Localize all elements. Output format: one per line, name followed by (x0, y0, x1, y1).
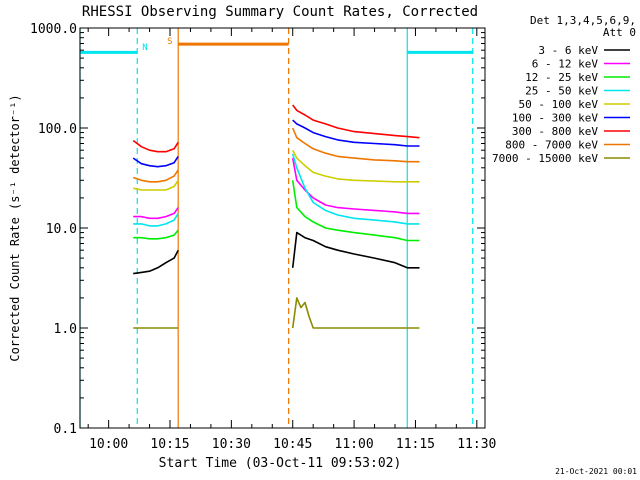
series-line-8-segment-1 (291, 297, 420, 329)
legend-label-4: 50 - 100 keV (519, 98, 599, 111)
legend-label-2: 12 - 25 keV (525, 71, 598, 84)
series-line-4-segment-1 (291, 149, 420, 183)
legend-label-0: 3 - 6 keV (538, 44, 598, 57)
series-line-3-segment-1 (291, 153, 420, 225)
x-tick-label-4: 11:00 (335, 437, 374, 452)
x-tick-label-3: 10:45 (273, 437, 312, 452)
y-tick-label-0: 0.1 (54, 422, 77, 437)
legend-label-1: 6 - 12 keV (532, 58, 599, 71)
series-line-3-segment-0 (133, 212, 179, 227)
series-line-4-segment-0 (133, 179, 179, 191)
legend-header-line-1: Att 0 (603, 26, 636, 39)
legend-header-line-0: Det 1,3,4,5,6,9, (530, 14, 636, 27)
legend-label-8: 7000 - 15000 keV (492, 152, 598, 165)
y-axis-label: Corrected Count Rate (s⁻¹ detector⁻¹) (8, 94, 22, 361)
data-series (132, 104, 420, 329)
night-marker-label: N (142, 43, 147, 53)
series-line-5-segment-1 (292, 119, 420, 147)
series-line-5-segment-0 (132, 155, 179, 168)
y-tick-label-1: 1.0 (54, 322, 77, 337)
series-line-0-segment-0 (133, 249, 179, 275)
axes: 0.1 1.0 10.0 100.0 1000.0 10:00 10:15 10:30 10:4… (30, 22, 496, 452)
legend-label-3: 25 - 50 keV (525, 85, 598, 98)
chart-title: RHESSI Observing Summary Count Rates, Co… (82, 4, 478, 20)
series-line-2-segment-0 (133, 229, 179, 240)
series-line-7-segment-1 (291, 127, 420, 163)
legend-label-7: 800 - 7000 keV (505, 139, 598, 152)
x-tick-label-5: 11:15 (396, 437, 435, 452)
series-line-6-segment-1 (292, 104, 420, 139)
x-axis-label: Start Time (03-Oct-11 09:53:02) (159, 456, 402, 471)
series-line-2-segment-1 (291, 180, 420, 242)
y-tick-label-4: 1000.0 (30, 22, 77, 37)
series-line-1-segment-1 (291, 157, 420, 215)
x-tick-label-0: 10:00 (89, 437, 128, 452)
x-tick-label-6: 11:30 (457, 437, 496, 452)
y-tick-label-3: 100.0 (38, 122, 77, 137)
x-tick-label-2: 10:30 (212, 437, 251, 452)
saa-marker-label: S (167, 37, 172, 47)
series-line-0-segment-1 (291, 231, 420, 269)
series-line-1-segment-0 (133, 207, 179, 220)
footer-date: 21-Oct-2021 00:01 (555, 467, 637, 476)
series-line-6-segment-0 (132, 139, 179, 153)
x-tick-label-1: 10:15 (150, 437, 189, 452)
legend-label-5: 100 - 300 keV (512, 112, 598, 125)
y-tick-label-2: 10.0 (46, 222, 77, 237)
legend-label-6: 300 - 800 keV (512, 125, 598, 138)
series-line-7-segment-0 (132, 169, 179, 183)
